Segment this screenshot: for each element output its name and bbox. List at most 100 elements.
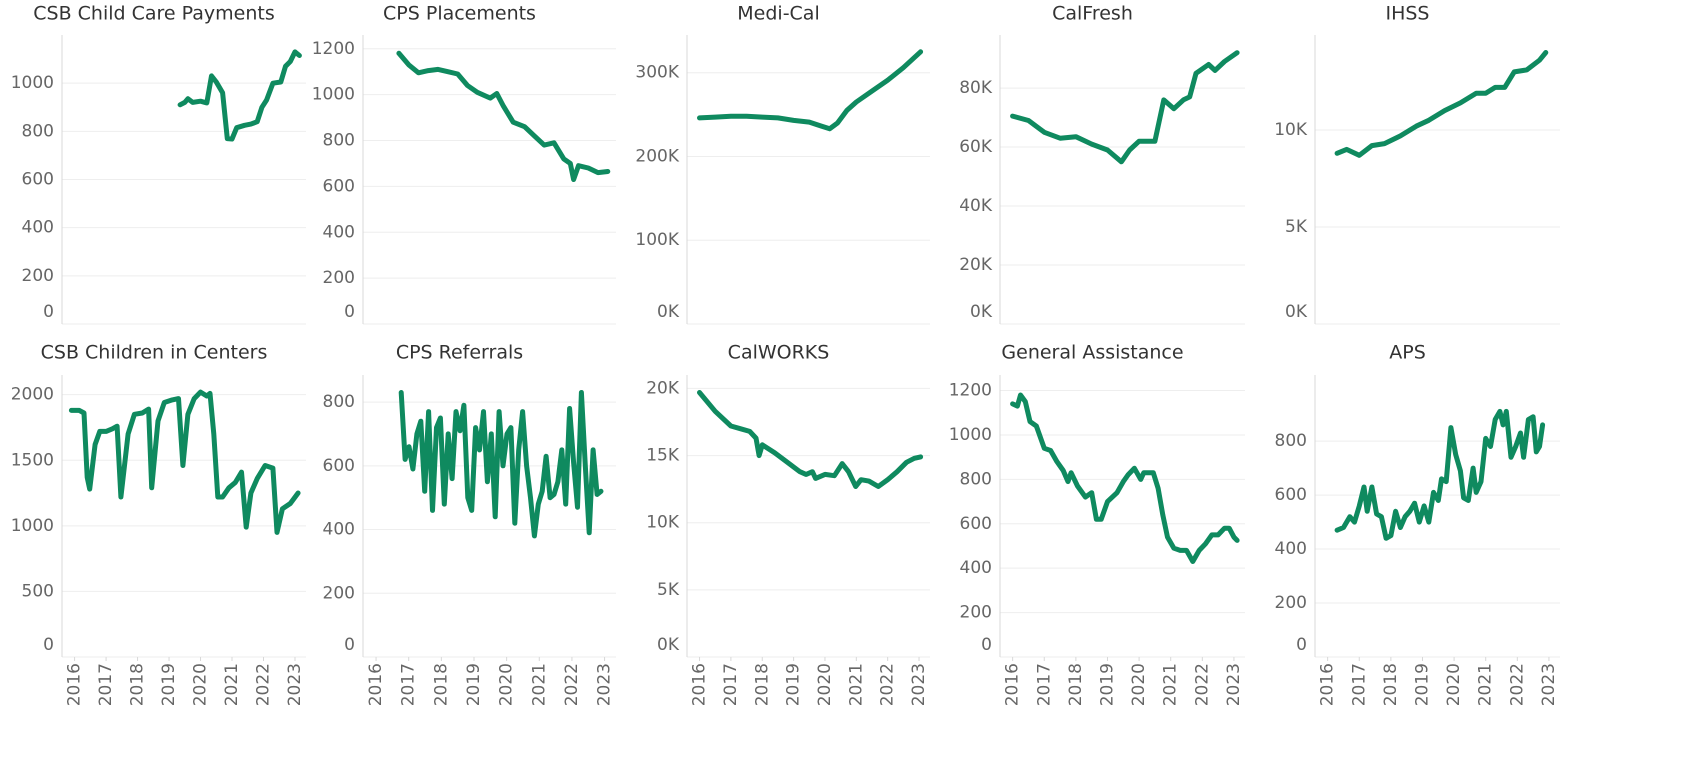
x-tick-label: 2017 bbox=[1349, 663, 1369, 706]
x-tick-label: 2019 bbox=[464, 663, 484, 706]
y-tick-label: 0 bbox=[43, 635, 54, 655]
x-tick-label: 2021 bbox=[846, 663, 866, 706]
x-tick-label: 2016 bbox=[1003, 663, 1023, 706]
y-tick-label: 400 bbox=[323, 222, 355, 242]
y-tick-label: 800 bbox=[323, 392, 355, 412]
x-tick-label: 2017 bbox=[96, 663, 116, 706]
y-tick-label: 0 bbox=[1296, 635, 1307, 655]
y-tick-label: 400 bbox=[1275, 539, 1307, 559]
y-tick-label: 0K bbox=[657, 635, 680, 655]
y-tick-label: 1000 bbox=[312, 85, 355, 105]
x-tick-label: 2016 bbox=[366, 663, 386, 706]
y-tick-label: 200 bbox=[323, 583, 355, 603]
x-tick-label: 2018 bbox=[1381, 663, 1401, 706]
y-tick-label: 1200 bbox=[312, 39, 355, 59]
x-tick-label: 2018 bbox=[128, 663, 148, 706]
y-tick-label: 0K bbox=[657, 302, 680, 322]
y-tick-label: 1000 bbox=[11, 73, 54, 93]
y-tick-label: 400 bbox=[22, 218, 54, 238]
y-tick-label: 200K bbox=[635, 146, 679, 166]
y-tick-label: 800 bbox=[22, 121, 54, 141]
y-tick-label: 5K bbox=[657, 580, 680, 600]
y-tick-label: 500 bbox=[22, 581, 54, 601]
x-tick-label: 2022 bbox=[1507, 663, 1527, 706]
y-tick-label: 600 bbox=[323, 456, 355, 476]
y-tick-label: 600 bbox=[22, 170, 54, 190]
x-tick-label: 2019 bbox=[1412, 663, 1432, 706]
y-tick-label: 20K bbox=[646, 378, 680, 398]
data-line bbox=[1334, 50, 1549, 158]
x-tick-label: 2023 bbox=[1539, 663, 1559, 706]
chart-title: CPS Referrals bbox=[396, 342, 523, 364]
chart-panel: General Assistance 0 200 400 600 800 1000 1200 2… bbox=[949, 342, 1245, 706]
y-tick-label: 10K bbox=[646, 513, 680, 533]
chart-panel: CSB Children in Centers 0 500 1000 1500 2000 2… bbox=[11, 342, 306, 706]
chart-title: CalWORKS bbox=[728, 342, 830, 364]
data-line bbox=[697, 390, 924, 489]
y-tick-label: 10K bbox=[1274, 120, 1308, 140]
x-tick-label: 2021 bbox=[1161, 663, 1181, 706]
y-tick-label: 1000 bbox=[11, 516, 54, 536]
chart-title: APS bbox=[1389, 342, 1426, 364]
y-tick-label: 800 bbox=[1275, 431, 1307, 451]
x-tick-label: 2020 bbox=[1444, 663, 1464, 706]
data-line bbox=[398, 390, 604, 539]
x-tick-label: 2019 bbox=[1097, 663, 1117, 706]
y-tick-label: 80K bbox=[959, 78, 993, 98]
y-tick-label: 100K bbox=[635, 230, 679, 250]
x-tick-label: 2023 bbox=[1224, 663, 1244, 706]
x-tick-label: 2018 bbox=[752, 663, 772, 706]
x-tick-label: 2022 bbox=[1192, 663, 1212, 706]
data-line bbox=[68, 389, 301, 535]
x-tick-label: 2021 bbox=[222, 663, 242, 706]
x-tick-label: 2019 bbox=[159, 663, 179, 706]
chart-panel: Medi-Cal 0K 100K 200K 300K bbox=[635, 3, 930, 325]
x-tick-label: 2018 bbox=[1066, 663, 1086, 706]
y-tick-label: 5K bbox=[1285, 217, 1308, 237]
data-line bbox=[1010, 392, 1240, 564]
chart-panel: IHSS 0K 5K 10K bbox=[1274, 3, 1560, 325]
chart-title: CSB Child Care Payments bbox=[33, 3, 274, 25]
chart-title: General Assistance bbox=[1001, 342, 1183, 364]
x-tick-label: 2017 bbox=[1034, 663, 1054, 706]
x-tick-label: 2016 bbox=[65, 663, 85, 706]
y-tick-label: 300K bbox=[635, 63, 679, 83]
chart-panel: APS 0 200 400 600 800 2016 2017 2018 2019 2020 2021… bbox=[1275, 342, 1560, 706]
y-tick-label: 200 bbox=[323, 268, 355, 288]
y-tick-label: 200 bbox=[960, 603, 992, 623]
y-tick-label: 0 bbox=[344, 635, 355, 655]
data-line bbox=[177, 49, 302, 142]
y-tick-label: 15K bbox=[646, 446, 680, 466]
y-tick-label: 800 bbox=[960, 469, 992, 489]
x-tick-label: 2022 bbox=[562, 663, 582, 706]
x-tick-label: 2016 bbox=[1318, 663, 1338, 706]
y-tick-label: 200 bbox=[22, 266, 54, 286]
x-tick-label: 2021 bbox=[1476, 663, 1496, 706]
x-tick-label: 2023 bbox=[285, 663, 305, 706]
y-tick-label: 400 bbox=[960, 558, 992, 578]
y-tick-label: 1200 bbox=[949, 381, 992, 401]
chart-title: CalFresh bbox=[1052, 3, 1133, 25]
y-tick-label: 0 bbox=[981, 635, 992, 655]
y-tick-label: 200 bbox=[1275, 593, 1307, 613]
x-tick-label: 2020 bbox=[497, 663, 517, 706]
y-tick-label: 600 bbox=[323, 176, 355, 196]
data-line bbox=[1010, 50, 1240, 165]
chart-panel: CalWORKS 0K 5K 10K 15K 20K 2016 2017 2018 2019 202… bbox=[646, 342, 930, 706]
x-tick-label: 2022 bbox=[878, 663, 898, 706]
x-tick-label: 2018 bbox=[431, 663, 451, 706]
y-tick-label: 0K bbox=[970, 302, 993, 322]
y-tick-label: 0 bbox=[43, 302, 54, 322]
data-line bbox=[396, 50, 611, 182]
chart-title: IHSS bbox=[1385, 3, 1429, 25]
y-tick-label: 1000 bbox=[949, 425, 992, 445]
x-tick-label: 2023 bbox=[909, 663, 929, 706]
y-tick-label: 1500 bbox=[11, 450, 54, 470]
x-tick-label: 2020 bbox=[191, 663, 211, 706]
data-line bbox=[697, 49, 924, 132]
x-tick-label: 2021 bbox=[529, 663, 549, 706]
chart-panel: CSB Child Care Payments 0 200 400 600 800 1000 bbox=[11, 3, 306, 325]
y-tick-label: 40K bbox=[959, 196, 993, 216]
y-tick-label: 0K bbox=[1285, 302, 1308, 322]
y-tick-label: 0 bbox=[344, 302, 355, 322]
